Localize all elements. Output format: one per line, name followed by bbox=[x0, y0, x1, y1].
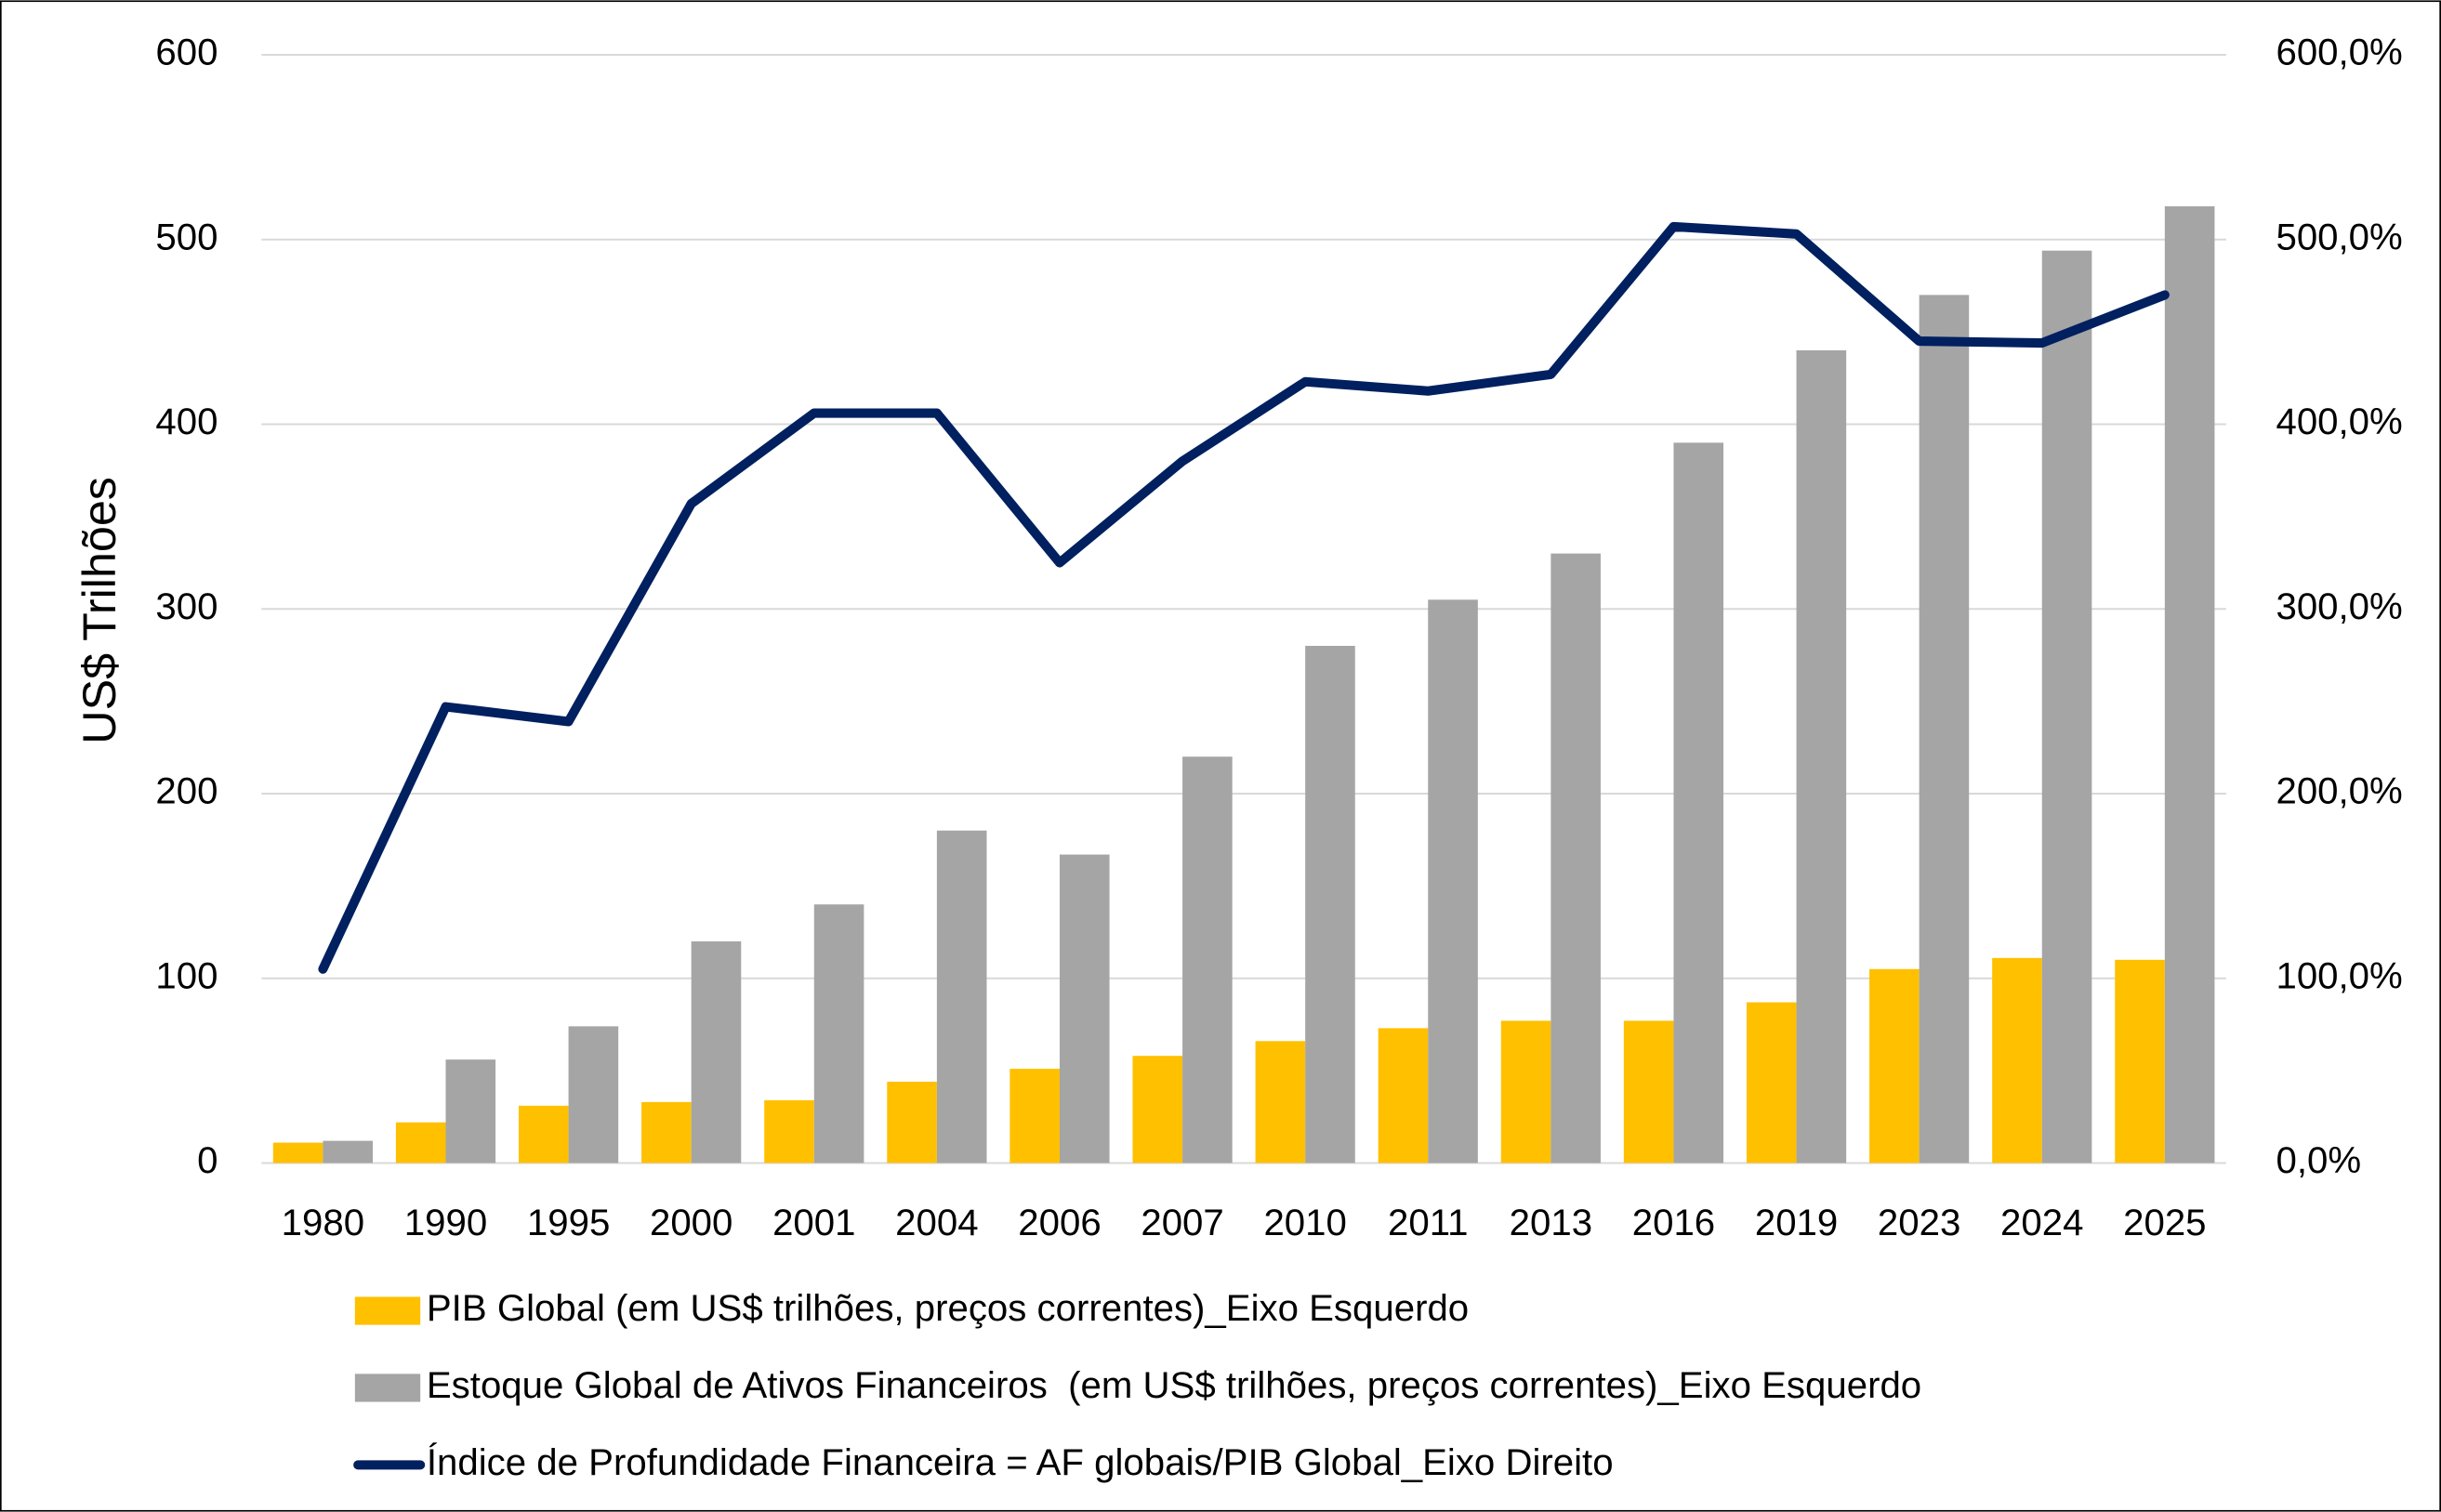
y2-tick-label: 200,0% bbox=[2276, 770, 2402, 812]
bar bbox=[395, 1122, 446, 1164]
x-tick-label: 2010 bbox=[1263, 1202, 1346, 1243]
bar bbox=[1305, 645, 1355, 1164]
bar bbox=[1623, 1020, 1674, 1164]
y-tick-label: 100 bbox=[155, 954, 218, 996]
legend-label: PIB Global (em US$ trilhões, preços corr… bbox=[427, 1287, 1469, 1329]
bar bbox=[1378, 1028, 1429, 1164]
line-series bbox=[318, 221, 2170, 974]
bar bbox=[1796, 350, 1847, 1164]
y-axis-title: US$ Trilhões bbox=[73, 477, 125, 744]
bar bbox=[1182, 756, 1233, 1164]
bar bbox=[2164, 205, 2215, 1164]
y2-tick-label: 600,0% bbox=[2276, 32, 2402, 73]
x-tick-label: 1995 bbox=[527, 1202, 610, 1243]
x-tick-label: 1980 bbox=[282, 1202, 364, 1243]
bar bbox=[1059, 854, 1110, 1164]
legend-swatch bbox=[354, 1374, 421, 1402]
bar bbox=[1919, 295, 1970, 1164]
y2-tick-label: 0,0% bbox=[2276, 1139, 2361, 1181]
y-tick-label: 600 bbox=[155, 32, 218, 73]
bar bbox=[764, 1099, 814, 1164]
x-tick-label: 2000 bbox=[650, 1202, 732, 1243]
bar bbox=[2115, 959, 2165, 1164]
bar bbox=[445, 1059, 496, 1164]
legend-label: Índice de Profundidade Financeira = AF g… bbox=[427, 1441, 1614, 1483]
bar bbox=[519, 1105, 569, 1164]
bar bbox=[1428, 599, 1478, 1164]
bar bbox=[272, 1142, 323, 1164]
y-tick-label: 400 bbox=[155, 401, 218, 442]
bar bbox=[1009, 1069, 1060, 1164]
bar bbox=[1673, 442, 1724, 1164]
x-tick-label: 2006 bbox=[1018, 1202, 1101, 1243]
x-tick-label: 2019 bbox=[1755, 1202, 1838, 1243]
bar bbox=[1869, 968, 1920, 1164]
y-tick-label: 200 bbox=[155, 770, 218, 812]
x-tick-label: 2025 bbox=[2123, 1202, 2206, 1243]
legend-swatch bbox=[354, 1296, 421, 1325]
x-tick-label: 2024 bbox=[2000, 1202, 2083, 1243]
bar bbox=[1746, 1002, 1797, 1164]
x-tick-label: 2013 bbox=[1510, 1202, 1592, 1243]
bar bbox=[641, 1101, 692, 1164]
x-tick-label: 2016 bbox=[1632, 1202, 1715, 1243]
x-tick-label: 1990 bbox=[404, 1202, 487, 1243]
x-tick-label: 2007 bbox=[1141, 1202, 1223, 1243]
legend-label: Estoque Global de Ativos Financeiros (em… bbox=[427, 1364, 1921, 1406]
bar bbox=[1255, 1041, 1306, 1164]
bar bbox=[1550, 553, 1601, 1164]
bar bbox=[323, 1140, 373, 1164]
bar bbox=[1132, 1056, 1183, 1164]
x-tick-label: 2004 bbox=[895, 1202, 978, 1243]
bar bbox=[1500, 1020, 1551, 1164]
bar bbox=[936, 830, 987, 1164]
x-tick-label: 2001 bbox=[772, 1202, 855, 1243]
bar bbox=[887, 1082, 937, 1164]
bar bbox=[1992, 957, 2042, 1164]
bar bbox=[813, 904, 864, 1164]
y-tick-label: 300 bbox=[155, 585, 218, 627]
y-tick-label: 0 bbox=[197, 1139, 218, 1181]
x-tick-label: 2011 bbox=[1388, 1202, 1468, 1243]
y2-tick-label: 300,0% bbox=[2276, 585, 2402, 627]
y-tick-label: 500 bbox=[155, 216, 218, 257]
y2-tick-label: 100,0% bbox=[2276, 954, 2402, 996]
y2-tick-label: 500,0% bbox=[2276, 216, 2402, 257]
bar bbox=[691, 940, 742, 1164]
y2-tick-label: 400,0% bbox=[2276, 401, 2402, 442]
bar bbox=[568, 1026, 619, 1164]
x-tick-label: 2023 bbox=[1878, 1202, 1960, 1243]
bar bbox=[2041, 250, 2092, 1164]
